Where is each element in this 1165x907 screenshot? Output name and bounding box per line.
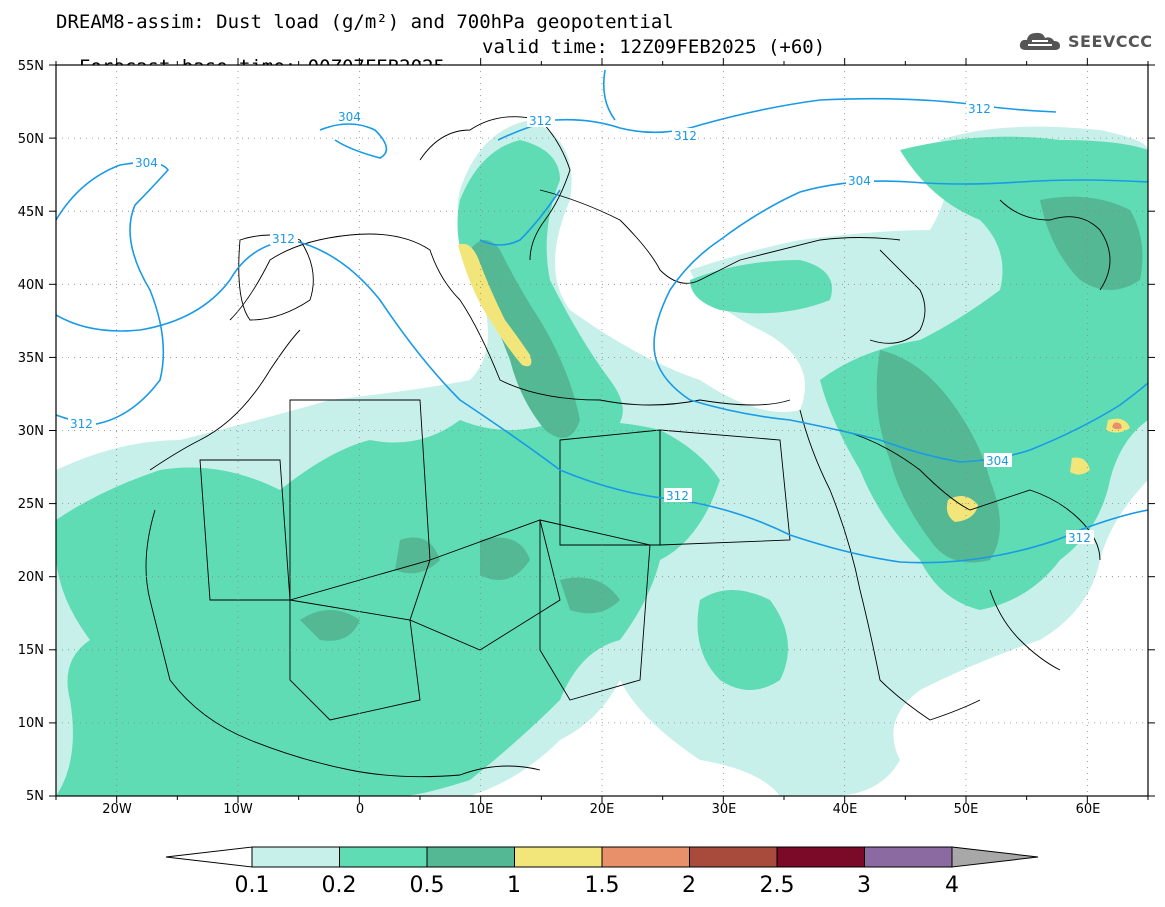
latitude-labels: 55N 50N 45N 40N 35N 30N 25N 20N 15N 10N … [18, 59, 44, 804]
colorbar-under-arrow [165, 846, 253, 868]
lon-label: 0 [356, 802, 364, 817]
svg-text:304: 304 [338, 110, 361, 124]
contour-labels: 304 312 304 312 312 312 304 312 312 304 … [68, 101, 1094, 545]
colorbar-label: 0.5 [410, 873, 445, 898]
lat-label: 5N [26, 789, 44, 804]
colorbar-label: 3 [857, 873, 871, 898]
lat-label: 55N [18, 59, 44, 74]
colorbar: 0.1 0.2 0.5 1 1.5 2 2.5 3 4 [165, 846, 1039, 898]
valid-time: valid time: 12Z09FEB2025 (+60) [482, 36, 826, 58]
colorbar-label: 4 [945, 873, 959, 898]
colorbar-label: 1.5 [585, 873, 620, 898]
colorbar-label: 1 [507, 873, 521, 898]
colorbar-swatch [339, 846, 428, 868]
graticule [56, 65, 1148, 796]
colorbar-swatch [251, 846, 340, 868]
colorbar-label: 2 [682, 873, 696, 898]
lat-label: 30N [18, 424, 44, 439]
chart-title: DREAM8-assim: Dust load (g/m²) and 700hP… [56, 11, 674, 33]
lat-label: 15N [18, 643, 44, 658]
lon-label: 50E [954, 802, 979, 817]
lat-label: 40N [18, 278, 44, 293]
colorbar-swatch [864, 846, 953, 868]
colorbar-label: 2.5 [760, 873, 795, 898]
svg-text:312: 312 [272, 232, 295, 246]
lon-label: 10W [223, 802, 253, 817]
svg-text:312: 312 [70, 417, 93, 431]
lon-label: 30E [712, 802, 737, 817]
colorbar-swatch [776, 846, 865, 868]
lat-label: 10N [18, 716, 44, 731]
colorbar-label: 0.1 [235, 873, 270, 898]
svg-text:304: 304 [986, 454, 1009, 468]
colorbar-label: 0.2 [322, 873, 357, 898]
colorbar-swatch [689, 846, 778, 868]
svg-text:312: 312 [529, 114, 552, 128]
lat-label: 35N [18, 351, 44, 366]
lon-label: 10E [469, 802, 494, 817]
cloud-logo-icon [1019, 32, 1060, 50]
svg-text:312: 312 [1068, 531, 1091, 545]
longitude-labels: 20W 10W 0 10E 20E 30E 40E 50E 60E [102, 802, 1100, 817]
seevccc-logo: SEEVCCC [1018, 26, 1153, 56]
lon-label: 20E [590, 802, 615, 817]
axis-ticks [49, 58, 1155, 803]
svg-text:304: 304 [848, 174, 871, 188]
coastlines-and-borders [145, 116, 1111, 778]
lon-label: 60E [1076, 802, 1101, 817]
logo-text: SEEVCCC [1068, 31, 1153, 51]
svg-text:312: 312 [968, 102, 991, 116]
lon-label: 20W [102, 802, 132, 817]
lat-label: 50N [18, 132, 44, 147]
colorbar-swatch [601, 846, 690, 868]
svg-text:304: 304 [135, 156, 158, 170]
lat-label: 45N [18, 205, 44, 220]
lat-label: 20N [18, 570, 44, 585]
lon-label: 40E [833, 802, 858, 817]
lat-label: 25N [18, 497, 44, 512]
map-plot-area: 304 312 304 312 312 312 304 312 312 304 … [56, 65, 1148, 796]
dust-level-1.5 [1112, 422, 1122, 430]
svg-text:312: 312 [674, 129, 697, 143]
colorbar-swatch [514, 846, 603, 868]
colorbar-over-arrow [951, 846, 1039, 868]
colorbar-swatch [426, 846, 515, 868]
svg-text:312: 312 [666, 489, 689, 503]
